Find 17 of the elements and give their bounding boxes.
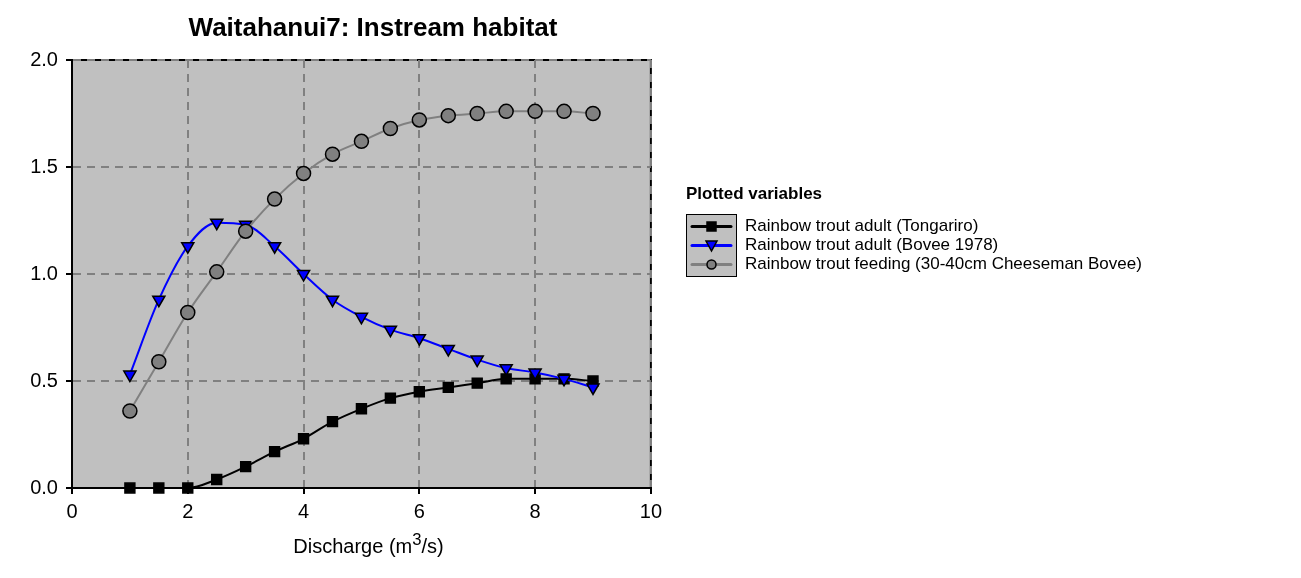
y-tick-label: 0.5	[30, 368, 58, 391]
legend-label: Rainbow trout adult (Tongariro)	[745, 216, 980, 235]
x-tick-label: 4	[297, 499, 310, 522]
y-tick-label: 0.0	[30, 475, 58, 498]
legend-title: Plotted variables	[686, 184, 824, 204]
x-axis-title: Discharge (m$^{3}$/s)	[292, 530, 445, 558]
y-tick-label: 2.0	[30, 47, 58, 70]
x-tick-label: 8	[529, 499, 541, 522]
legend-label: Rainbow trout feeding (30-40cm Cheeseman Bovee)	[745, 254, 1142, 273]
y-tick-label: 1.5	[30, 154, 58, 177]
x-tick-label: 6	[413, 499, 425, 522]
x-tick-label: 0	[66, 499, 78, 522]
chart-title: Waitahanui7: Instream habitat	[187, 12, 559, 43]
legend-label: Rainbow trout adult (Bovee 1978)	[745, 235, 1000, 254]
y-tick-label: 1.0	[30, 261, 58, 284]
x-tick-label: 10	[639, 499, 662, 522]
x-tick-label: 2	[182, 499, 194, 522]
